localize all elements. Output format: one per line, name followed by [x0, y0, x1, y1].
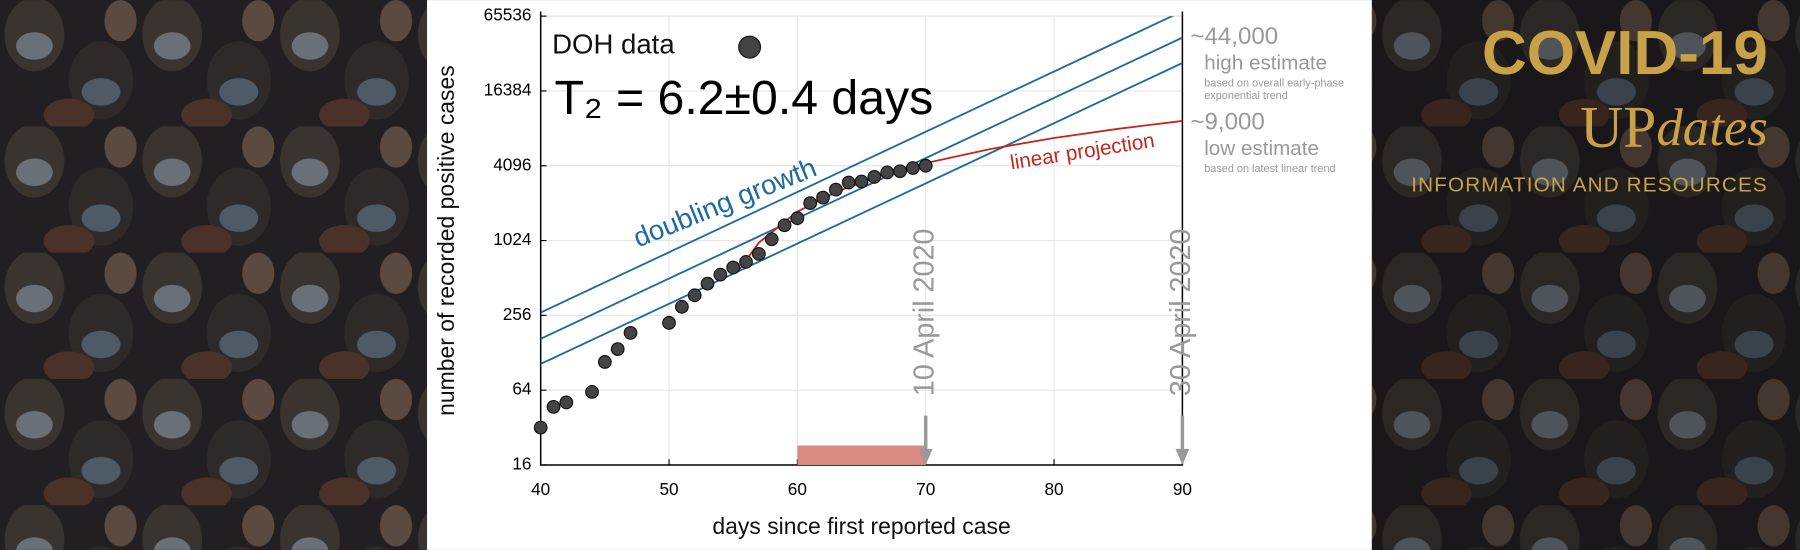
- data-point: [918, 158, 933, 173]
- data-point: [674, 299, 689, 314]
- data-point: [623, 326, 638, 340]
- y-tick-label: 1024: [493, 229, 532, 249]
- data-point: [546, 399, 561, 414]
- y-tick-label: 256: [503, 304, 532, 324]
- data-point: [713, 267, 728, 282]
- date-arrowhead: [918, 448, 933, 465]
- y-tick-label: 64: [512, 379, 532, 399]
- x-tick-label: 90: [1173, 479, 1192, 499]
- estimate-value: ~9,000: [1190, 109, 1264, 136]
- highlight-range: [797, 445, 926, 465]
- doubling-time: T₂ = 6.2±0.4 days: [554, 71, 933, 125]
- estimate-note: based on latest linear trend: [1204, 163, 1335, 175]
- estimate-note: based on overall early-phase: [1204, 77, 1344, 89]
- background-left: [0, 0, 428, 550]
- data-point: [662, 315, 676, 330]
- data-point: [751, 246, 766, 261]
- data-point: [854, 174, 869, 189]
- logo-tagline: INFORMATION AND RESOURCES: [1411, 173, 1768, 196]
- data-point: [687, 288, 702, 303]
- data-point: [893, 164, 907, 179]
- y-tick-label: 4096: [493, 154, 531, 174]
- estimate-title: high estimate: [1204, 51, 1327, 74]
- data-point: [841, 175, 856, 190]
- data-point: [816, 190, 830, 205]
- x-tick-label: 60: [788, 479, 807, 499]
- y-tick-label: 16: [512, 454, 531, 474]
- logo-up: UP: [1580, 94, 1656, 160]
- logo-dates: dates: [1656, 99, 1767, 157]
- date-arrowhead: [1175, 448, 1190, 465]
- data-point: [739, 254, 753, 269]
- data-point: [777, 218, 792, 233]
- data-point: [880, 165, 895, 180]
- estimate-title: low estimate: [1204, 137, 1319, 160]
- data-point: [610, 342, 625, 356]
- data-point: [905, 161, 920, 175]
- data-point: [828, 182, 843, 197]
- logo-title: COVID-19: [1482, 19, 1768, 88]
- logo-updates: UPdates: [1580, 94, 1768, 160]
- legend-marker: [738, 35, 762, 59]
- background-right: [1371, 0, 1800, 550]
- data-point: [597, 355, 612, 369]
- data-point: [867, 170, 882, 184]
- date-label: 10 April 2020: [908, 229, 940, 396]
- x-axis-label: days since first reported case: [712, 513, 1010, 539]
- y-tick-label: 16384: [484, 79, 532, 99]
- y-tick-label: 65536: [484, 5, 532, 25]
- estimate-note: exponential trend: [1204, 90, 1288, 102]
- data-point: [764, 232, 779, 247]
- y-axis-label: number of recorded positive cases: [433, 65, 459, 416]
- data-point: [559, 395, 574, 410]
- shade: [1371, 0, 1800, 550]
- data-point: [790, 211, 805, 226]
- data-point: [803, 196, 818, 210]
- estimate-value: ~44,000: [1190, 23, 1278, 50]
- data-point: [585, 385, 599, 399]
- legend-label: DOH data: [552, 28, 675, 59]
- data-point: [700, 276, 715, 291]
- data-point: [726, 260, 741, 275]
- x-tick-label: 40: [531, 479, 550, 499]
- doubling-line: [540, 16, 1175, 314]
- x-tick-label: 80: [1044, 479, 1063, 499]
- date-label: 30 April 2020: [1165, 229, 1197, 396]
- x-tick-label: 50: [659, 479, 678, 499]
- x-tick-label: 70: [916, 479, 935, 499]
- doubling-line: [540, 62, 1183, 365]
- data-point: [533, 420, 548, 435]
